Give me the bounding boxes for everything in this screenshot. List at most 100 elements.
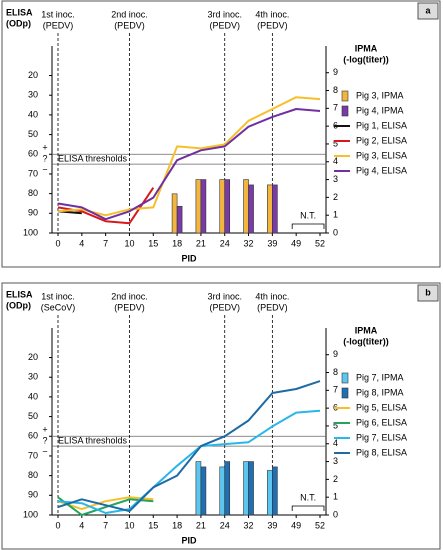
y-tick-label: 80 <box>28 188 38 198</box>
inoculation-label: 4th inoc. <box>255 291 289 301</box>
bar <box>195 179 202 234</box>
y-tick-label: 70 <box>28 168 38 178</box>
y2-tick-label: 4 <box>333 156 338 166</box>
bar <box>224 179 231 234</box>
x-tick-label: 0 <box>55 238 60 248</box>
y2-tick-label: 9 <box>333 349 338 359</box>
bar <box>224 461 231 516</box>
bar <box>219 179 226 234</box>
bar <box>195 461 202 516</box>
y-tick-label: 100 <box>23 509 38 519</box>
x-tick-label: 39 <box>267 238 277 248</box>
y-axis-label: (ODp) <box>6 300 31 310</box>
panel-tag: a <box>425 5 431 15</box>
bar <box>248 461 254 516</box>
legend-label: Pig 3, ELISA <box>356 150 407 160</box>
legend-label: Pig 4, ELISA <box>356 165 407 175</box>
y2-tick-label: 1 <box>333 210 338 220</box>
y2-tick-label: 0 <box>333 227 338 237</box>
inoculation-agent: (PEDV) <box>209 302 240 312</box>
inoculation-agent: (SeCoV) <box>41 302 76 312</box>
y-tick-label: 40 <box>28 391 38 401</box>
x-tick-label: 21 <box>196 520 206 530</box>
y-axis-label: ELISA <box>6 7 33 17</box>
legend-swatch <box>341 90 349 102</box>
x-tick-label: 4 <box>79 520 84 530</box>
y-axis-label: ELISA <box>6 289 33 299</box>
inoculation-label: 1st inoc. <box>41 291 75 301</box>
y-tick-label: 60 <box>28 431 38 441</box>
legend-label: Pig 2, ELISA <box>356 135 407 145</box>
threshold-label: ELISA thresholds <box>58 436 128 446</box>
x-tick-label: 18 <box>172 238 182 248</box>
bar <box>267 470 273 516</box>
y-axis-label: (ODp) <box>6 18 31 28</box>
x-tick-label: 10 <box>124 520 134 530</box>
legend-label: Pig 7, ELISA <box>356 432 407 442</box>
y2-tick-label: 7 <box>333 103 338 113</box>
y-tick-label: 90 <box>28 490 38 500</box>
y2-axis-label: (-log(titer)) <box>343 54 388 64</box>
y-tick-label: 100 <box>23 227 38 237</box>
y-tick-label: 50 <box>28 129 38 139</box>
y-tick-label: 30 <box>28 372 38 382</box>
y-tick-label: 20 <box>28 352 38 362</box>
y-tick-label: 40 <box>28 109 38 119</box>
y-tick-label: 50 <box>28 411 38 421</box>
inoculation-label: 3rd inoc. <box>207 9 242 19</box>
series-line <box>57 380 321 513</box>
legend-swatch <box>341 387 349 399</box>
legend-label: Pig 7, IPMA <box>356 372 404 382</box>
y2-tick-label: 4 <box>333 438 338 448</box>
inoculation-label: 1st inoc. <box>41 9 75 19</box>
y2-tick-label: 5 <box>333 420 338 430</box>
bar <box>176 205 183 234</box>
y2-tick-label: 1 <box>333 492 338 502</box>
y2-tick-label: 2 <box>333 192 338 202</box>
legend-label: Pig 4, IPMA <box>356 105 404 115</box>
x-tick-label: 10 <box>124 238 134 248</box>
x-tick-label: 52 <box>315 238 325 248</box>
panel-frame <box>1 282 441 550</box>
inoculation-agent: (PEDV) <box>114 20 145 30</box>
x-tick-label: 24 <box>220 238 230 248</box>
series-line <box>57 496 154 511</box>
y2-axis-label: IPMA <box>355 43 378 53</box>
y2-tick-label: 2 <box>333 474 338 484</box>
x-tick-label: 49 <box>291 238 301 248</box>
y-tick-label: 20 <box>28 70 38 80</box>
not-tested-label: N.T. <box>300 492 316 502</box>
y-tick-label: 30 <box>28 90 38 100</box>
y2-tick-label: 5 <box>333 138 338 148</box>
y-tick-label: 90 <box>28 208 38 218</box>
bar <box>243 179 249 234</box>
y2-tick-label: 3 <box>333 456 338 466</box>
x-tick-label: 15 <box>148 238 158 248</box>
x-tick-label: 39 <box>267 520 277 530</box>
inoculation-agent: (PEDV) <box>209 20 240 30</box>
legend-label: Pig 1, ELISA <box>356 120 407 130</box>
threshold-sign: ? <box>42 154 47 164</box>
series-line <box>57 96 321 217</box>
x-tick-label: 52 <box>315 520 325 530</box>
x-tick-label: 32 <box>244 238 254 248</box>
y2-tick-label: 9 <box>333 67 338 77</box>
threshold-sign: + <box>42 143 47 153</box>
legend-label: Pig 8, ELISA <box>356 447 407 457</box>
x-tick-label: 18 <box>172 520 182 530</box>
y2-tick-label: 7 <box>333 385 338 395</box>
x-tick-label: 7 <box>103 238 108 248</box>
series-line <box>57 409 321 514</box>
legend-label: Pig 6, ELISA <box>356 417 407 427</box>
x-tick-label: 32 <box>244 520 254 530</box>
x-tick-label: 0 <box>55 520 60 530</box>
y2-tick-label: 8 <box>333 85 338 95</box>
not-tested-bracket <box>291 505 325 511</box>
legend-label: Pig 8, IPMA <box>356 387 404 397</box>
y-tick-label: 60 <box>28 149 38 159</box>
threshold-sign: + <box>42 425 47 435</box>
y2-axis-label: (-log(titer)) <box>343 336 388 346</box>
not-tested-label: N.T. <box>300 210 316 220</box>
series-line <box>57 108 321 221</box>
bar <box>171 193 178 234</box>
